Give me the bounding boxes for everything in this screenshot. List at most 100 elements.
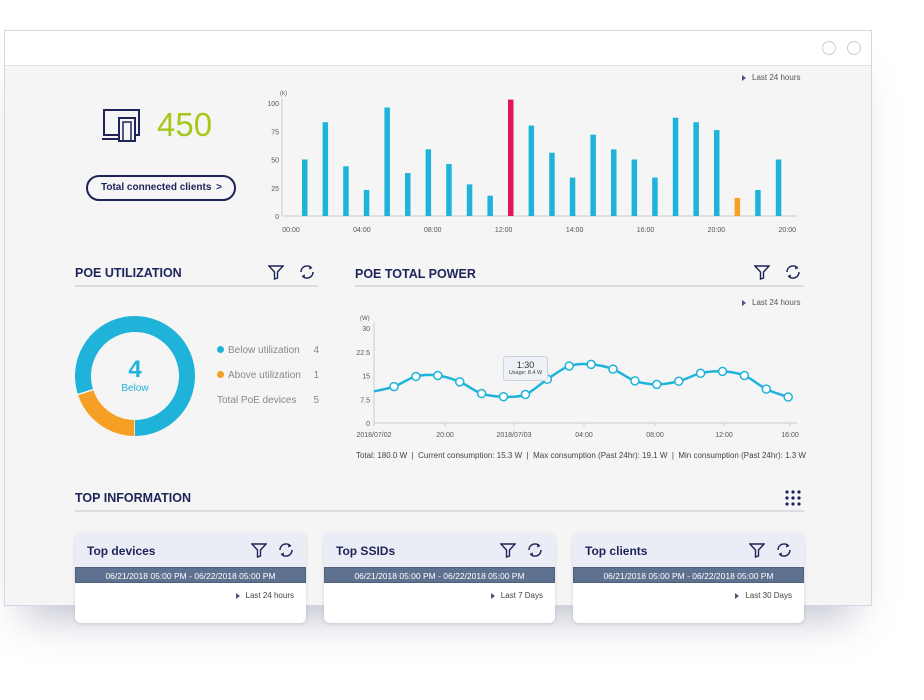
x-tick-label: 20:00 bbox=[708, 227, 726, 234]
slice-gap bbox=[76, 388, 95, 396]
bar bbox=[590, 134, 596, 216]
power-range-selector[interactable]: Last 24 hours bbox=[742, 298, 800, 307]
x-tick-label: 16:00 bbox=[781, 432, 799, 439]
card-date-range: 06/21/2018 05:00 PM - 06/22/2018 05:00 P… bbox=[324, 567, 555, 583]
bar bbox=[508, 99, 514, 216]
bar-range-selector[interactable]: Last 24 hours bbox=[742, 73, 800, 82]
y-tick-label: 0 bbox=[366, 421, 370, 428]
x-tick-label: 20:00 bbox=[779, 227, 797, 234]
card-date-range: 06/21/2018 05:00 PM - 06/22/2018 05:00 P… bbox=[75, 567, 306, 583]
data-point bbox=[498, 391, 509, 402]
grid-menu-icon[interactable] bbox=[785, 490, 801, 506]
data-point bbox=[783, 392, 793, 402]
card-title: Top SSIDs bbox=[336, 544, 396, 558]
x-tick-label: 04:00 bbox=[575, 432, 593, 439]
poe-legend: Below utilization 4 Above utilization 1 To… bbox=[217, 345, 319, 420]
y-tick-label: 25 bbox=[271, 186, 279, 193]
triangle-icon bbox=[735, 592, 740, 599]
button-label: Total connected clients bbox=[101, 182, 212, 193]
divider bbox=[75, 285, 318, 287]
legend-value: 1 bbox=[313, 370, 319, 381]
bar bbox=[322, 122, 329, 216]
bar bbox=[693, 122, 699, 216]
poe-donut-chart bbox=[75, 316, 195, 436]
chart-tooltip: 1:30 Usage: 8.4 W bbox=[503, 356, 548, 381]
triangle-icon bbox=[742, 74, 746, 81]
window-control-circle[interactable] bbox=[822, 41, 836, 55]
y-tick-label: 7.5 bbox=[360, 397, 370, 404]
total-connected-clients-button[interactable]: Total connected clients > bbox=[86, 175, 236, 201]
bar bbox=[425, 149, 432, 216]
range-label: Last 24 hours bbox=[752, 298, 801, 307]
card-range-selector[interactable]: Last 30 Days bbox=[573, 583, 804, 600]
legend-item-below: Below utilization 4 bbox=[217, 345, 319, 370]
legend-value: 4 bbox=[313, 345, 319, 356]
total-label: Total PoE devices bbox=[217, 395, 297, 406]
x-tick-label: 20:00 bbox=[436, 432, 454, 439]
data-point bbox=[389, 381, 399, 392]
triangle-icon bbox=[490, 592, 495, 599]
donut-center-label: Below bbox=[121, 383, 149, 394]
data-point bbox=[630, 376, 640, 386]
refresh-icon[interactable] bbox=[298, 264, 316, 280]
bar bbox=[384, 107, 390, 216]
filter-icon[interactable] bbox=[268, 264, 284, 280]
x-tick-label: 12:00 bbox=[495, 227, 513, 234]
bar bbox=[652, 177, 658, 216]
bar bbox=[549, 152, 555, 216]
card-title: Top clients bbox=[585, 544, 648, 558]
filter-icon[interactable] bbox=[500, 542, 516, 558]
total-value: 5 bbox=[313, 395, 319, 406]
bar bbox=[631, 159, 638, 216]
refresh-icon[interactable] bbox=[784, 264, 802, 280]
donut-slice bbox=[75, 316, 195, 436]
filter-icon[interactable] bbox=[251, 542, 267, 558]
chevron-right-icon: > bbox=[216, 182, 222, 193]
card-title: Top devices bbox=[87, 544, 156, 558]
y-unit-label: (W) bbox=[360, 316, 370, 322]
card-range-selector[interactable]: Last 24 hours bbox=[75, 583, 306, 600]
clients-bar-chart: (k) 0 25 50 75 100 00:00 04:00 08:00 12:00 14:00 16… bbox=[267, 91, 797, 234]
y-unit-label: (k) bbox=[280, 91, 287, 97]
bar bbox=[569, 177, 576, 216]
data-point bbox=[564, 361, 574, 371]
tooltip-title: 1:30 bbox=[516, 360, 535, 370]
filter-icon[interactable] bbox=[754, 264, 770, 280]
card-range-selector[interactable]: Last 7 Days bbox=[324, 583, 555, 600]
data-point bbox=[652, 379, 662, 390]
y-tick-label: 15 bbox=[362, 374, 370, 381]
y-tick-label: 50 bbox=[271, 158, 279, 165]
card-header: Top clients bbox=[573, 533, 804, 567]
bar bbox=[714, 130, 720, 216]
data-point bbox=[673, 376, 684, 386]
range-label: Last 30 Days bbox=[745, 591, 792, 600]
tooltip-text: Usage: 8.4 W bbox=[508, 370, 543, 376]
x-tick-label: 12:00 bbox=[715, 432, 733, 439]
refresh-icon[interactable] bbox=[775, 542, 793, 558]
bar bbox=[528, 125, 535, 216]
range-label: Last 24 hours bbox=[752, 73, 801, 82]
window-control-circle[interactable] bbox=[847, 41, 861, 55]
data-point bbox=[695, 368, 706, 379]
divider bbox=[355, 285, 804, 287]
poe-power-line-chart: (W) 0 7.5 15 22.5 30 2018/07/02 20:00 2018/07/03… bbox=[356, 316, 799, 439]
client-count: 450 bbox=[157, 106, 213, 143]
total-poe-devices: Total PoE devices 5 bbox=[217, 395, 319, 420]
data-point bbox=[476, 388, 487, 399]
y-tick-label: 30 bbox=[362, 326, 370, 333]
bar bbox=[734, 197, 741, 216]
x-tick-label: 04:00 bbox=[353, 227, 371, 234]
refresh-icon[interactable] bbox=[277, 542, 295, 558]
bar bbox=[363, 190, 370, 216]
bar bbox=[487, 195, 493, 216]
triangle-icon bbox=[742, 299, 746, 306]
filter-icon[interactable] bbox=[749, 542, 765, 558]
data-point bbox=[454, 377, 465, 387]
triangle-icon bbox=[235, 592, 240, 599]
bar bbox=[343, 166, 349, 216]
legend-label: Above utilization bbox=[228, 370, 301, 381]
x-tick-label: 00:00 bbox=[282, 227, 300, 234]
legend-label: Below utilization bbox=[228, 345, 300, 356]
refresh-icon[interactable] bbox=[526, 542, 544, 558]
range-label: Last 7 Days bbox=[500, 591, 543, 600]
